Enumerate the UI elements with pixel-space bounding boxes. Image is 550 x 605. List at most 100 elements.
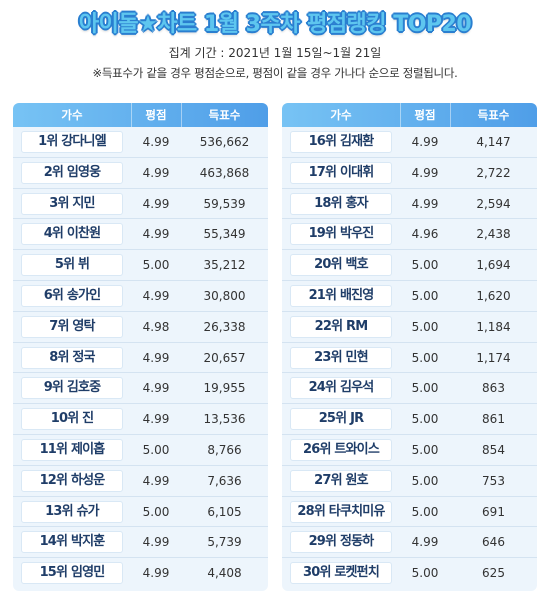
votes-cell: 6,105 — [207, 504, 242, 519]
score-cell: 5.00 — [411, 319, 439, 334]
votes-cell: 4,147 — [476, 135, 511, 149]
period-text: 집계 기간 : 2021년 1월 15일~1월 21일 — [168, 46, 382, 60]
score-cell: 5.00 — [411, 350, 439, 365]
header-divider — [131, 103, 132, 127]
singer-rank-label: 28위 타쿠치미유 — [290, 500, 392, 523]
singer-rank-label: 24위 김우석 — [290, 377, 392, 400]
votes-cell: 854 — [482, 442, 505, 457]
singer-rank-label: 18위 홍자 — [290, 192, 392, 215]
votes-cell: 863 — [482, 381, 505, 396]
votes-cell: 13,536 — [203, 412, 246, 427]
table-row: 8위 정국 4.99 20,657 — [13, 343, 268, 374]
score-cell: 4.99 — [142, 381, 170, 396]
table-row: 12위 하성운 4.99 7,636 — [13, 466, 268, 497]
table-row: 7위 영탁 4.98 26,338 — [13, 312, 268, 343]
header-divider — [400, 103, 401, 127]
singer-rank-label: 8위 정국 — [21, 346, 123, 369]
votes-cell: 7,636 — [207, 473, 242, 488]
score-cell: 4.99 — [411, 196, 439, 211]
header-divider — [181, 103, 182, 127]
table-header: 가수 평점 득표수 — [282, 103, 537, 127]
table-row: 24위 김우석 5.00 863 — [282, 373, 537, 405]
singer-rank-label: 19위 박우진 — [290, 223, 392, 246]
singer-rank-label: 16위 김재환 — [290, 131, 392, 153]
singer-rank-label: 9위 김호중 — [21, 377, 123, 400]
singer-rank-label: 14위 박지훈 — [21, 531, 123, 554]
score-cell: 4.99 — [411, 135, 439, 149]
ranking-table-left: 가수 평점 득표수 1위 강다니엘 4.99 536,662 2위 임영웅 4.99 46… — [13, 103, 268, 591]
score-cell: 4.99 — [142, 227, 170, 242]
singer-rank-label: 4위 이찬원 — [21, 223, 123, 246]
score-cell: 5.00 — [411, 566, 439, 581]
table-body: 16위 김재환 4.99 4,147 17위 이대휘 4.99 2,722 18위 홍자 4.… — [282, 127, 537, 589]
score-cell: 5.00 — [411, 473, 439, 488]
score-cell: 5.00 — [411, 504, 439, 519]
singer-rank-label: 3위 지민 — [21, 192, 123, 215]
header-votes: 득표수 — [208, 108, 241, 122]
votes-cell: 1,174 — [476, 350, 511, 365]
table-row: 18위 홍자 4.99 2,594 — [282, 189, 537, 220]
singer-rank-label: 11위 제이홉 — [21, 438, 123, 461]
table-row: 29위 정동하 4.99 646 — [282, 527, 537, 559]
votes-cell: 59,539 — [203, 196, 246, 211]
table-row: 14위 박지훈 4.99 5,739 — [13, 527, 268, 559]
singer-rank-label: 26위 트와이스 — [290, 438, 392, 461]
singer-rank-label: 22위 RM — [290, 315, 392, 338]
table-row: 11위 제이홉 5.00 8,766 — [13, 435, 268, 466]
votes-cell: 625 — [482, 566, 505, 581]
header-singer: 가수 — [330, 108, 352, 122]
votes-cell: 30,800 — [203, 288, 246, 303]
score-cell: 4.99 — [142, 288, 170, 303]
votes-cell: 2,722 — [476, 165, 511, 180]
table-row: 2위 임영웅 4.99 463,868 — [13, 158, 268, 189]
table-row: 16위 김재환 4.99 4,147 — [282, 127, 537, 158]
votes-cell: 4,408 — [207, 566, 242, 581]
table-row: 26위 트와이스 5.00 854 — [282, 435, 537, 466]
table-row: 1위 강다니엘 4.99 536,662 — [13, 127, 268, 158]
singer-rank-label: 12위 하성운 — [21, 469, 123, 492]
singer-rank-label: 7위 영탁 — [21, 315, 123, 338]
votes-cell: 1,620 — [476, 288, 511, 303]
votes-cell: 691 — [482, 504, 505, 519]
votes-cell: 26,338 — [203, 319, 246, 334]
votes-cell: 1,694 — [476, 258, 511, 273]
votes-cell: 8,766 — [207, 442, 242, 457]
table-row: 17위 이대휘 4.99 2,722 — [282, 158, 537, 189]
table-header: 가수 평점 득표수 — [13, 103, 268, 127]
singer-rank-label: 17위 이대휘 — [290, 161, 392, 184]
table-row: 23위 민현 5.00 1,174 — [282, 343, 537, 374]
votes-cell: 19,955 — [203, 381, 246, 396]
score-cell: 5.00 — [411, 442, 439, 457]
votes-cell: 1,184 — [476, 319, 511, 334]
score-cell: 4.99 — [411, 535, 439, 550]
singer-rank-label: 29위 정동하 — [290, 531, 392, 554]
singer-rank-label: 23위 민현 — [290, 346, 392, 369]
table-row: 3위 지민 4.99 59,539 — [13, 189, 268, 220]
table-row: 21위 배진영 5.00 1,620 — [282, 281, 537, 312]
header-score: 평점 — [414, 108, 436, 122]
table-row: 22위 RM 5.00 1,184 — [282, 312, 537, 343]
header-votes: 득표수 — [477, 108, 510, 122]
score-cell: 5.00 — [142, 442, 170, 457]
table-body: 1위 강다니엘 4.99 536,662 2위 임영웅 4.99 463,868 3위 지민… — [13, 127, 268, 589]
table-row: 6위 송가인 4.99 30,800 — [13, 281, 268, 312]
score-cell: 4.99 — [411, 165, 439, 180]
score-cell: 4.99 — [142, 135, 170, 149]
singer-rank-label: 25위 JR — [290, 408, 392, 431]
score-cell: 4.99 — [142, 412, 170, 427]
score-cell: 4.99 — [142, 350, 170, 365]
singer-rank-label: 1위 강다니엘 — [21, 131, 123, 153]
score-cell: 4.98 — [142, 319, 170, 334]
table-row: 27위 원호 5.00 753 — [282, 466, 537, 497]
singer-rank-label: 5위 뷔 — [21, 254, 123, 277]
singer-rank-label: 27위 원호 — [290, 469, 392, 492]
header-singer: 가수 — [61, 108, 83, 122]
table-row: 5위 뷔 5.00 35,212 — [13, 250, 268, 281]
votes-cell: 2,438 — [476, 227, 511, 242]
singer-rank-label: 10위 진 — [21, 408, 123, 431]
singer-rank-label: 21위 배진영 — [290, 284, 392, 307]
header-score: 평점 — [145, 108, 167, 122]
table-row: 13위 슈가 5.00 6,105 — [13, 497, 268, 528]
table-row: 4위 이찬원 4.99 55,349 — [13, 219, 268, 251]
table-row: 30위 로켓펀치 5.00 625 — [282, 558, 537, 589]
